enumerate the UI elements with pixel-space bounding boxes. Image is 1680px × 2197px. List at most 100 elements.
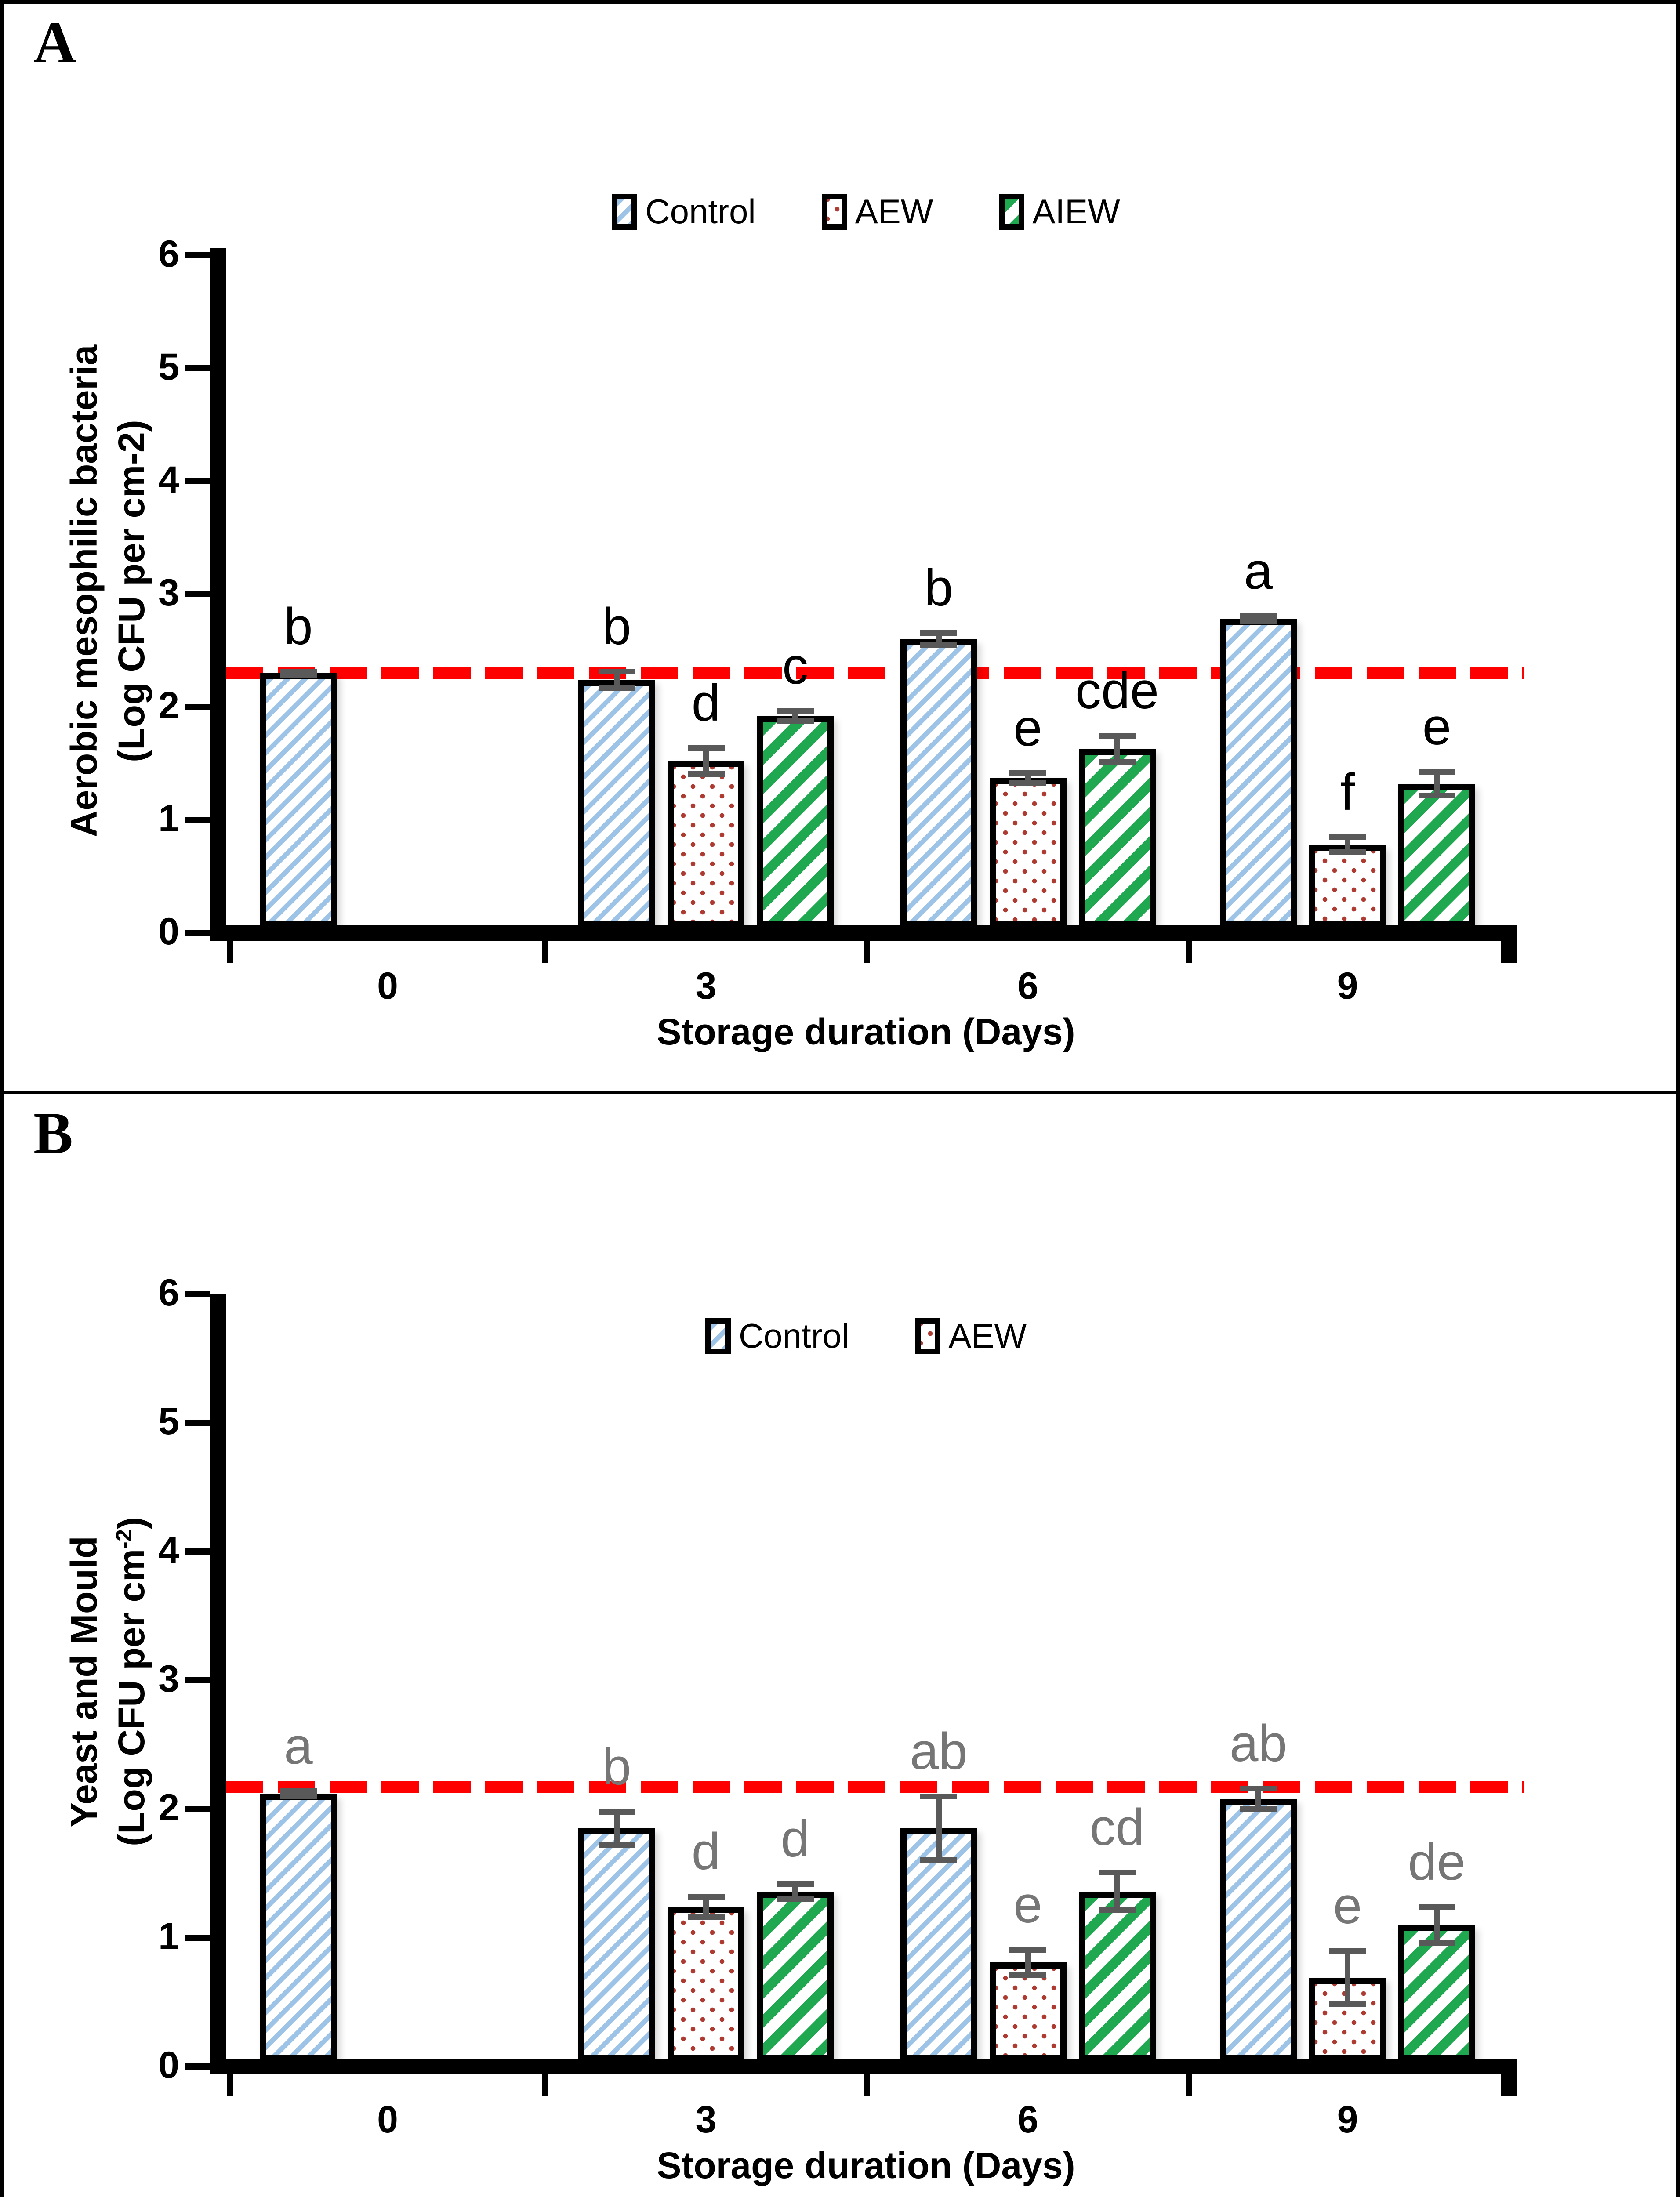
bar-aiew-day6 — [1078, 1891, 1156, 2061]
legend-swatch-aiew-icon — [999, 193, 1025, 230]
error-bar-bottom-cap — [598, 685, 635, 691]
error-bar-bottom-cap — [280, 672, 317, 678]
error-bar-stem — [1114, 733, 1120, 765]
error-bar — [1240, 613, 1277, 625]
error-bar — [920, 1793, 957, 1863]
significance-letter: b — [602, 597, 631, 656]
panel-b-label: B — [33, 1101, 73, 1166]
bar-control-day0 — [260, 1793, 337, 2061]
legend-label: Control — [738, 1316, 849, 1355]
y-axis-tick — [185, 365, 210, 371]
bar-control-day6 — [900, 639, 977, 928]
error-bar — [1009, 1947, 1046, 1978]
significance-letter: d — [691, 1823, 721, 1881]
bar-aew-day9 — [1309, 1977, 1386, 2061]
legend-label: Control — [645, 192, 756, 231]
significance-letter: cde — [1075, 662, 1159, 720]
error-bar-stem — [1434, 1904, 1440, 1946]
error-bar-stem — [936, 1793, 942, 1863]
error-bar-bottom-cap — [687, 1914, 725, 1920]
bar-control-day3 — [578, 1828, 655, 2061]
error-bar — [1099, 1869, 1136, 1914]
significance-letter: b — [284, 597, 313, 656]
y-axis-tick-label: 3 — [158, 572, 179, 614]
bar-aew-day6 — [989, 778, 1067, 928]
y-axis-tick — [185, 1420, 210, 1426]
y-axis-tick — [185, 252, 210, 258]
legend-b: Control AEW — [225, 1316, 1506, 1356]
error-bar — [777, 708, 814, 724]
significance-letter: c — [782, 637, 808, 695]
bar-aiew-day3 — [757, 1891, 834, 2061]
x-axis-title-a: Storage duration (Days) — [657, 1011, 1075, 1052]
reference-line — [226, 1781, 1524, 1793]
panel-a-label: A — [33, 10, 76, 76]
error-bar — [920, 630, 957, 649]
y-axis-tick-label: 4 — [158, 1529, 179, 1571]
error-bar — [1329, 1948, 1366, 2008]
x-axis-tick-label: 0 — [377, 2099, 398, 2141]
y-axis-tick — [185, 1806, 210, 1812]
y-axis-tick-label: 5 — [158, 346, 179, 388]
y-axis-tick — [185, 2063, 210, 2070]
bar-aiew-day9 — [1398, 1925, 1475, 2061]
y-axis-tick-label: 0 — [158, 910, 179, 953]
bar-control-day9 — [1220, 1798, 1297, 2061]
legend-item-aew: AEW — [915, 1316, 1027, 1356]
legend-item-aiew: AIEW — [999, 192, 1120, 232]
error-bar — [1240, 1786, 1277, 1812]
error-bar-stem — [703, 1894, 709, 1920]
bar-control-day9 — [1220, 619, 1297, 928]
significance-letter: a — [1244, 542, 1273, 600]
legend-swatch-control-icon — [612, 193, 638, 230]
significance-letter: de — [1408, 1833, 1466, 1891]
legend-label: AEW — [855, 192, 933, 231]
error-bar — [1329, 834, 1366, 855]
error-bar-bottom-cap — [1009, 780, 1046, 786]
y-axis-tick-label: 1 — [158, 798, 179, 840]
error-bar — [777, 1881, 814, 1902]
legend-a: Control AEW AIEW — [225, 192, 1506, 232]
reference-line — [226, 667, 1524, 679]
error-bar — [1099, 733, 1136, 765]
significance-letter: ab — [910, 1722, 968, 1780]
error-bar-stem — [1255, 1786, 1261, 1812]
error-bar-stem — [1434, 769, 1440, 799]
y-axis-tick — [185, 817, 210, 823]
error-bar-bottom-cap — [777, 718, 814, 724]
y-axis-tick-label: 6 — [158, 233, 179, 275]
error-bar-bottom-cap — [1099, 759, 1136, 765]
x-axis-tick-label: 0 — [377, 965, 398, 1007]
error-bar-bottom-cap — [1418, 1940, 1455, 1946]
bar-aew-day3 — [668, 761, 744, 928]
x-axis-tick — [1503, 941, 1509, 963]
significance-letter: e — [1422, 698, 1451, 756]
y-axis-tick — [185, 1935, 210, 1941]
bar-control-day3 — [578, 680, 655, 928]
significance-letter: b — [924, 559, 953, 617]
error-bar — [1009, 770, 1046, 786]
x-axis-tick-label: 6 — [1017, 2099, 1038, 2141]
significance-letter: b — [602, 1738, 631, 1796]
y-axis-tick — [185, 930, 210, 936]
significance-letter: d — [691, 674, 721, 732]
error-bar-bottom-cap — [777, 1896, 814, 1902]
y-axis-tick-label: 3 — [158, 1658, 179, 1700]
error-bar-bottom-cap — [1329, 2001, 1366, 2008]
panel-b: B Yeast and Mould (Log CFU per cm-2) Sto… — [0, 1091, 1680, 2197]
legend-item-aew: AEW — [821, 192, 933, 232]
y-axis-tick-label: 2 — [158, 685, 179, 727]
bar-aiew-day6 — [1078, 749, 1156, 928]
x-axis-tick-label: 9 — [1337, 2099, 1358, 2141]
legend-item-control: Control — [612, 192, 756, 232]
error-bar-stem — [614, 1809, 620, 1848]
x-axis — [210, 925, 1517, 941]
error-bar-bottom-cap — [1099, 1907, 1136, 1914]
bar-aew-day9 — [1309, 845, 1386, 928]
error-bar — [598, 668, 635, 691]
significance-letter: f — [1340, 763, 1355, 822]
y-axis — [210, 248, 226, 941]
y-axis-tick — [185, 1291, 210, 1297]
legend-label: AIEW — [1032, 192, 1120, 231]
error-bar-bottom-cap — [1009, 1972, 1046, 1978]
